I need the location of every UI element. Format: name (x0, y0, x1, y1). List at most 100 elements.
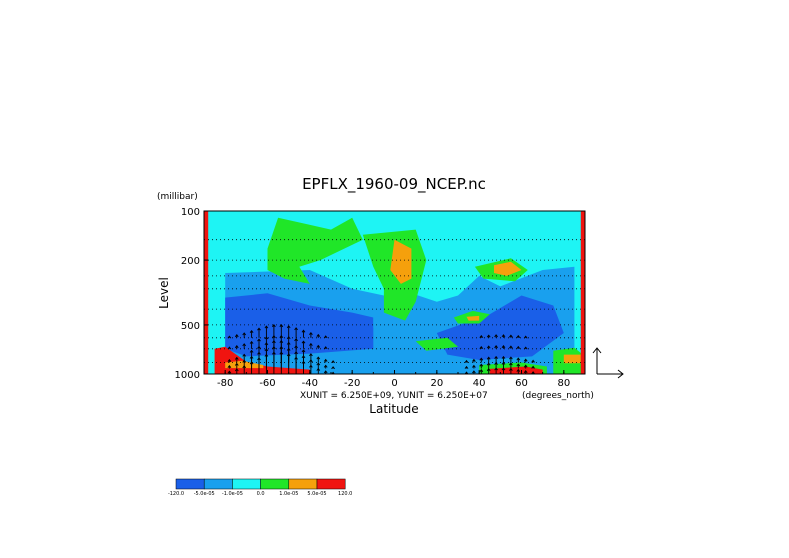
flux-vector-head (523, 346, 528, 350)
flux-vector-head (464, 371, 469, 374)
y-axis-units: (millibar) (157, 192, 198, 202)
flux-vector-head (316, 362, 321, 366)
colorbar-swatch (260, 478, 290, 490)
flux-vector-head (331, 366, 335, 370)
flux-vector-head (234, 362, 239, 366)
y-tick-label: 1000 (175, 370, 200, 381)
flux-vector-head (309, 353, 313, 357)
flux-vector-head (509, 345, 513, 349)
x-tick-label: 0 (391, 378, 397, 389)
flux-vector-head (486, 362, 491, 366)
flux-vector-head (323, 370, 328, 374)
x-axis-units: (degrees_north) (522, 391, 594, 401)
flux-vector-head (494, 361, 498, 365)
colorbar-swatch (288, 478, 318, 490)
y-axis-title: Level (157, 277, 171, 309)
flux-vector-head (494, 334, 498, 338)
flux-vector-head (509, 356, 513, 360)
flux-vector-head (486, 345, 491, 349)
flux-vector-head (531, 371, 535, 374)
flux-vector-head (516, 357, 521, 361)
flux-vector-head (257, 327, 261, 331)
x-axis-ticks: -80 -60 -40 -20 0 20 40 60 80 (203, 370, 586, 389)
flux-vector-head (486, 356, 491, 360)
flux-vector-head (523, 370, 528, 374)
flux-vector-head (316, 344, 321, 348)
contour-region (267, 217, 363, 284)
colorbar-swatch (232, 478, 261, 490)
flux-vector-head (309, 331, 313, 335)
flux-vector-head (494, 355, 498, 359)
contour-region (436, 295, 564, 360)
flux-vector-head (516, 334, 521, 338)
flux-vector-head (501, 355, 506, 359)
flux-vector-head (301, 329, 306, 333)
flux-vector-head (479, 363, 484, 367)
flux-vector-head (501, 334, 506, 338)
flux-vector-head (301, 340, 306, 344)
contour-region (563, 354, 581, 364)
colorbar-label: -1.0e-05 (222, 491, 243, 497)
flux-vector-head (323, 358, 328, 362)
flux-vector-head (294, 338, 298, 342)
flux-vector-head (242, 353, 247, 357)
flux-vector-head (234, 356, 239, 360)
flux-vector-head (257, 338, 261, 342)
flux-vector-head (234, 368, 239, 372)
flux-vector-head (323, 335, 328, 339)
contour-region (580, 211, 585, 374)
contour-region (494, 261, 522, 276)
x-tick-label: 60 (515, 378, 528, 389)
x-tick-label: -80 (217, 378, 233, 389)
colorbar-label: 0.0 (257, 491, 265, 497)
x-tick-label: 20 (430, 378, 443, 389)
flux-vector-head (272, 324, 276, 328)
colorbar-label: -120.0 (168, 491, 184, 497)
flux-vector-head (479, 345, 484, 349)
flux-vector-head (286, 325, 291, 329)
colorbar-swatch (175, 478, 205, 490)
flux-vector-layer (227, 324, 535, 374)
flux-vector-head (301, 349, 306, 353)
flux-vector-head (531, 365, 535, 369)
colorbar-label: 1.0e-05 (279, 491, 298, 497)
flux-vector-head (249, 329, 254, 333)
chart-title: EPFLX_1960-09_NCEP.nc (302, 175, 486, 194)
flux-vector-head (479, 369, 484, 373)
x-tick-label: -40 (302, 378, 318, 389)
flux-vector-head (479, 334, 484, 338)
flux-vector-head (516, 363, 521, 367)
x-tick-label: -20 (344, 378, 360, 389)
y-tick-label: 200 (181, 256, 200, 267)
flux-vector-head (486, 368, 491, 372)
flux-vector-head (472, 364, 476, 368)
x-axis-title: Latitude (369, 402, 418, 416)
flux-vector-head (227, 370, 232, 374)
flux-vector-head (227, 364, 232, 368)
flux-vector-head (242, 343, 247, 347)
flux-vector-head (472, 358, 476, 362)
flux-vector-head (509, 362, 513, 366)
x-tick-label: -60 (259, 378, 275, 389)
colorbar-swatch (316, 478, 346, 490)
colorbar-swatch (203, 478, 233, 490)
colorbar-label: 120.0 (338, 491, 352, 497)
flux-vector-head (242, 332, 247, 336)
flux-vector-head (249, 340, 254, 344)
flux-vector-head (294, 327, 298, 331)
vector-scale-text: XUNIT = 6.250E+09, YUNIT = 6.250E+07 (300, 391, 488, 401)
flux-vector-head (501, 345, 506, 349)
flux-vector-head (316, 333, 321, 337)
colorbar-label: 5.0e-05 (307, 491, 326, 497)
contour-region (390, 239, 412, 284)
vector-reference-arrows (592, 347, 624, 379)
flux-vector-head (472, 370, 476, 374)
flux-vector-head (323, 364, 328, 368)
flux-vector-head (316, 367, 321, 371)
flux-vector-head (227, 335, 232, 339)
y-axis-ticks: 100 200 500 1000 (175, 207, 208, 381)
flux-vector-head (227, 346, 232, 350)
flux-vector-head (234, 334, 239, 338)
flux-vector-head (464, 365, 469, 369)
